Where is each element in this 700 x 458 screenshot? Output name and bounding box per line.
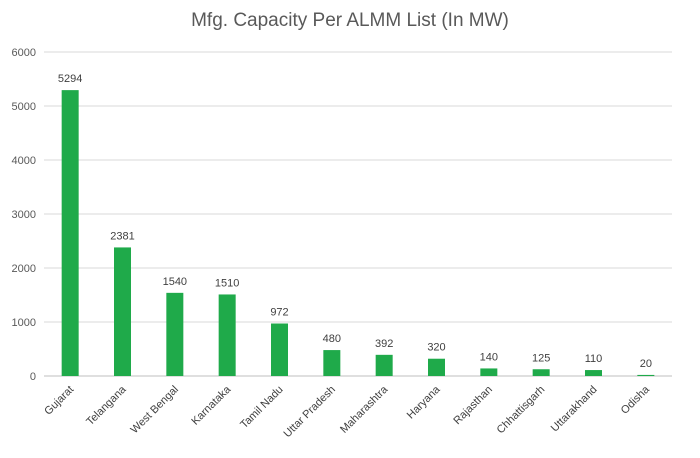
bar	[532, 369, 550, 376]
bar	[218, 294, 236, 376]
x-tick-label: Gujarat	[42, 384, 76, 418]
data-label: 5294	[58, 73, 82, 85]
y-tick-label: 3000	[12, 209, 36, 221]
x-tick-label: Haryana	[405, 383, 444, 422]
bar	[375, 354, 393, 376]
data-label: 1510	[215, 277, 239, 289]
x-tick-label: Tamil Nadu	[238, 384, 285, 431]
bar	[480, 368, 498, 376]
bar	[166, 292, 184, 376]
bar	[323, 350, 341, 376]
data-label: 320	[427, 342, 445, 354]
y-tick-label: 0	[30, 371, 36, 383]
data-label: 480	[323, 333, 341, 345]
bar	[585, 370, 602, 376]
x-tick-label: West Bengal	[129, 384, 181, 436]
bar	[428, 358, 445, 376]
data-label: 20	[640, 358, 652, 370]
data-label: 110	[585, 353, 603, 365]
data-label: 125	[532, 352, 550, 364]
y-tick-label: 5000	[12, 101, 36, 113]
data-label: 140	[480, 351, 498, 363]
x-tick-label: Uttar Pradesh	[281, 384, 337, 440]
data-label: 1540	[163, 276, 187, 288]
y-tick-label: 4000	[12, 155, 36, 167]
data-label: 972	[270, 307, 288, 319]
bar	[637, 374, 655, 376]
x-tick-label: Telangana	[84, 383, 129, 428]
x-tick-label: Uttarakhand	[549, 384, 600, 435]
x-tick-label: Maharashtra	[338, 383, 391, 436]
bar	[61, 90, 79, 377]
y-tick-label: 6000	[12, 47, 36, 59]
x-tick-label: Chhattisgarh	[495, 384, 548, 437]
x-tick-label: Karnataka	[189, 383, 234, 428]
bar	[271, 323, 288, 376]
x-tick-label: Rajasthan	[451, 384, 495, 428]
data-label: 2381	[110, 230, 134, 242]
y-tick-label: 1000	[12, 317, 36, 329]
y-tick-label: 2000	[12, 263, 36, 275]
chart-title: Mfg. Capacity Per ALMM List (In MW)	[191, 10, 509, 31]
data-label: 392	[375, 338, 393, 350]
x-tick-label: Odisha	[619, 383, 653, 417]
bar	[114, 247, 131, 376]
